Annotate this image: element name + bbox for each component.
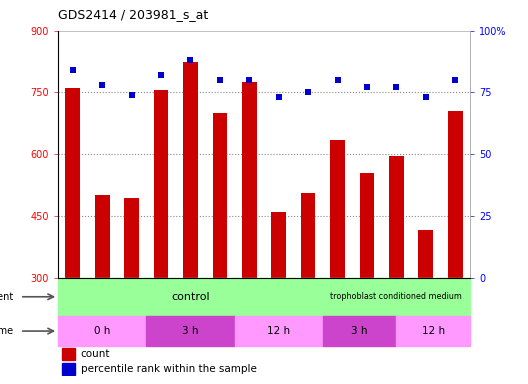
Bar (146, 316, 234, 346)
Text: control: control (171, 292, 210, 302)
Bar (124, 198, 139, 278)
Point (215, 77, 224, 83)
Point (157, 72, 165, 78)
Bar (95, 195, 110, 278)
Bar (330, 140, 345, 278)
Point (421, 94, 430, 101)
Text: time: time (0, 326, 14, 336)
Bar (418, 230, 433, 278)
Point (304, 89, 313, 96)
Bar (62, 363, 74, 375)
Point (186, 57, 195, 63)
Bar (58, 278, 323, 316)
Text: trophoblast conditioned medium: trophoblast conditioned medium (331, 292, 463, 301)
Text: GDS2414 / 203981_s_at: GDS2414 / 203981_s_at (58, 8, 209, 21)
Point (363, 84, 371, 91)
Bar (242, 82, 257, 278)
Point (275, 94, 283, 101)
Bar (234, 316, 323, 346)
Bar (301, 193, 316, 278)
Bar (389, 156, 404, 278)
Text: 0 h: 0 h (94, 326, 110, 336)
Bar (58, 316, 146, 346)
Bar (62, 348, 74, 360)
Text: 12 h: 12 h (421, 326, 445, 336)
Text: 12 h: 12 h (267, 326, 290, 336)
Text: 3 h: 3 h (182, 326, 199, 336)
Text: count: count (81, 349, 110, 359)
Point (333, 77, 342, 83)
Bar (360, 173, 374, 278)
Point (245, 77, 253, 83)
Bar (448, 111, 463, 278)
Point (392, 84, 401, 91)
Bar (271, 212, 286, 278)
Point (98, 82, 107, 88)
Bar (212, 113, 227, 278)
Point (127, 92, 136, 98)
Bar (397, 316, 470, 346)
Text: 3 h: 3 h (351, 326, 368, 336)
Text: agent: agent (0, 292, 14, 302)
Bar (183, 61, 198, 278)
Point (451, 77, 459, 83)
Point (69, 67, 77, 73)
Bar (323, 316, 397, 346)
Bar (65, 88, 80, 278)
Bar (323, 278, 470, 316)
Text: percentile rank within the sample: percentile rank within the sample (81, 364, 257, 374)
Bar (154, 90, 168, 278)
